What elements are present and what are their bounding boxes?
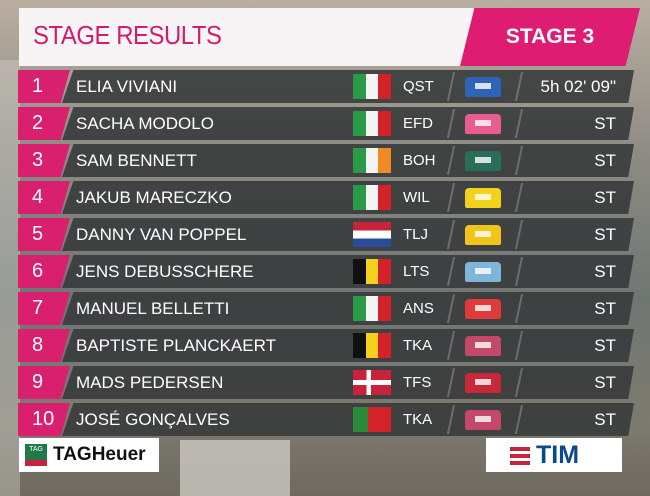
rider-name: BAPTISTE PLANCKAERT xyxy=(76,336,276,355)
rider-name: ELIA VIVIANI xyxy=(76,77,178,96)
position: 2 xyxy=(18,107,70,140)
position: 6 xyxy=(18,255,70,288)
team-code: TFS xyxy=(403,374,432,391)
jersey-icon xyxy=(465,373,501,393)
tim-text: TIM xyxy=(536,441,580,469)
flag-icon-denmark xyxy=(353,370,391,395)
row-bar xyxy=(62,403,634,436)
row-bar xyxy=(62,218,634,251)
result-row: 5 DANNY VAN POPPEL TLJ ST xyxy=(18,218,634,251)
tagheuer-logo: TAG TAGHeuer xyxy=(19,438,159,472)
stage-label: STAGE 3 xyxy=(505,25,595,48)
finish-time: 5h 02' 09" xyxy=(540,77,616,96)
row-bar xyxy=(62,292,634,325)
page-title: STAGE RESULTS xyxy=(33,20,222,50)
rider-name: SACHA MODOLO xyxy=(76,114,214,133)
rider-name: JENS DEBUSSCHERE xyxy=(76,262,254,281)
finish-time: ST xyxy=(594,373,616,392)
finish-time: ST xyxy=(594,299,616,318)
position: 8 xyxy=(18,329,70,362)
flag-icon-belgium xyxy=(353,259,392,284)
tim-logo: TIM xyxy=(486,438,622,472)
tag-badge-icon: TAG xyxy=(25,444,47,466)
row-bar xyxy=(62,329,634,362)
jersey-icon xyxy=(465,299,501,319)
finish-time: ST xyxy=(594,151,616,170)
tagheuer-text: TAGHeuer xyxy=(53,444,146,465)
result-row: 4 JAKUB MARECZKO WIL ST xyxy=(18,181,634,214)
row-bar xyxy=(62,144,634,177)
team-code: TLJ xyxy=(403,226,429,243)
position: 3 xyxy=(18,144,70,177)
row-bar xyxy=(62,181,634,214)
team-code: TKA xyxy=(403,411,433,428)
jersey-icon xyxy=(465,114,501,134)
team-code: QST xyxy=(403,78,434,95)
row-bar xyxy=(62,366,634,399)
team-code: EFD xyxy=(403,115,433,132)
rider-name: SAM BENNETT xyxy=(76,151,197,170)
flag-icon-italy xyxy=(353,296,392,321)
position: 7 xyxy=(18,292,70,325)
jersey-icon xyxy=(465,225,501,245)
rider-name: DANNY VAN POPPEL xyxy=(76,225,247,244)
row-bar xyxy=(62,107,634,140)
stage-badge xyxy=(460,8,640,66)
finish-time: ST xyxy=(594,114,616,133)
position: 10 xyxy=(18,403,70,436)
jersey-icon xyxy=(465,410,501,430)
position: 4 xyxy=(18,181,70,214)
finish-time: ST xyxy=(594,336,616,355)
rider-name: MANUEL BELLETTI xyxy=(76,299,230,318)
rider-name: JOSÉ GONÇALVES xyxy=(76,410,230,429)
result-row: 3 SAM BENNETT BOH ST xyxy=(18,144,634,177)
finish-time: ST xyxy=(594,225,616,244)
rider-name: JAKUB MARECZKO xyxy=(76,188,232,207)
flag-icon-ireland xyxy=(353,148,392,173)
result-row: 10 JOSÉ GONÇALVES TKA ST xyxy=(18,403,634,436)
jersey-icon xyxy=(465,262,501,282)
jersey-icon xyxy=(465,151,501,171)
result-row: 6 JENS DEBUSSCHERE LTS ST xyxy=(18,255,634,288)
finish-time: ST xyxy=(594,188,616,207)
background-road xyxy=(0,60,20,496)
flag-icon-italy xyxy=(353,185,392,210)
flag-icon-belgium xyxy=(353,333,392,358)
result-row: 2 SACHA MODOLO EFD ST xyxy=(18,107,634,140)
rider-name: MADS PEDERSEN xyxy=(76,373,224,392)
header-panel xyxy=(19,8,474,66)
flag-icon-netherlands xyxy=(353,222,391,247)
flag-icon-italy xyxy=(353,74,392,99)
position: 9 xyxy=(18,366,70,399)
position: 5 xyxy=(18,218,70,251)
finish-time: ST xyxy=(594,262,616,281)
team-code: LTS xyxy=(403,263,430,280)
row-bar xyxy=(62,255,634,288)
tim-icon xyxy=(510,447,530,465)
flag-icon-italy xyxy=(353,111,392,136)
background-building xyxy=(180,440,290,496)
position: 1 xyxy=(18,70,70,103)
flag-icon-portugal xyxy=(353,407,391,432)
result-row: 8 BAPTISTE PLANCKAERT TKA ST xyxy=(18,329,634,362)
result-row: 7 MANUEL BELLETTI ANS ST xyxy=(18,292,634,325)
row-bar xyxy=(62,70,634,103)
result-row: 9 MADS PEDERSEN TFS ST xyxy=(18,366,634,399)
team-code: TKA xyxy=(403,337,433,354)
team-code: BOH xyxy=(403,152,436,169)
finish-time: ST xyxy=(594,410,616,429)
jersey-icon xyxy=(465,336,501,356)
jersey-icon xyxy=(465,188,501,208)
result-row: 1 ELIA VIVIANI QST 5h 02' 09" xyxy=(18,70,634,103)
jersey-icon xyxy=(465,77,501,97)
team-code: WIL xyxy=(403,189,430,206)
team-code: ANS xyxy=(403,300,434,317)
